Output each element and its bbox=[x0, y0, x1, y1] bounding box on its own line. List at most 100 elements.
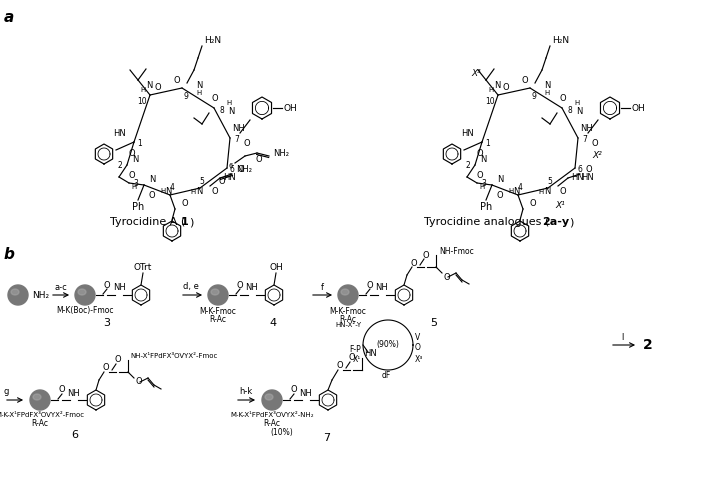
Text: 1: 1 bbox=[138, 140, 142, 149]
Ellipse shape bbox=[341, 289, 349, 295]
Text: g: g bbox=[4, 388, 9, 396]
Ellipse shape bbox=[262, 390, 282, 410]
Text: NH₂: NH₂ bbox=[236, 165, 252, 174]
Text: H: H bbox=[488, 87, 493, 93]
Text: O: O bbox=[349, 354, 355, 362]
Text: 8: 8 bbox=[220, 106, 224, 115]
Text: ): ) bbox=[569, 217, 573, 227]
Ellipse shape bbox=[78, 289, 86, 295]
Text: NH: NH bbox=[67, 389, 80, 398]
Text: NH: NH bbox=[246, 283, 258, 293]
Text: O: O bbox=[154, 83, 162, 91]
Text: O: O bbox=[212, 94, 218, 102]
Text: X³: X³ bbox=[415, 355, 424, 363]
Text: OTrt: OTrt bbox=[134, 262, 152, 272]
Ellipse shape bbox=[33, 394, 41, 400]
Text: NH: NH bbox=[113, 283, 126, 293]
Text: O: O bbox=[237, 165, 243, 174]
Text: O: O bbox=[115, 356, 121, 365]
Text: R-Ac: R-Ac bbox=[264, 420, 281, 428]
Text: X¹: X¹ bbox=[555, 202, 565, 210]
Text: O: O bbox=[256, 155, 262, 164]
Text: H: H bbox=[140, 87, 145, 93]
Text: O: O bbox=[103, 363, 109, 372]
Text: M-K(Boc)-Fmoc: M-K(Boc)-Fmoc bbox=[56, 306, 113, 315]
Text: 6: 6 bbox=[577, 165, 582, 174]
Text: H: H bbox=[538, 189, 544, 195]
Text: (90%): (90%) bbox=[376, 340, 399, 349]
Text: ): ) bbox=[189, 217, 193, 227]
Text: NH: NH bbox=[376, 283, 388, 293]
Text: NH: NH bbox=[580, 123, 593, 132]
Text: Ph: Ph bbox=[480, 202, 492, 212]
Text: HN: HN bbox=[571, 174, 584, 183]
Text: O: O bbox=[244, 139, 251, 148]
Text: NH-X¹FPdFX³OVYX²-Fmoc: NH-X¹FPdFX³OVYX²-Fmoc bbox=[130, 353, 218, 359]
Ellipse shape bbox=[30, 390, 50, 410]
Text: O: O bbox=[530, 198, 536, 207]
Text: N: N bbox=[228, 107, 234, 116]
Text: H: H bbox=[226, 100, 231, 106]
Text: O: O bbox=[59, 385, 65, 394]
Text: NH-Fmoc: NH-Fmoc bbox=[439, 247, 474, 256]
Text: N: N bbox=[544, 187, 551, 196]
Text: O: O bbox=[585, 165, 592, 174]
Text: N: N bbox=[165, 186, 172, 196]
Text: HN-X²-Y: HN-X²-Y bbox=[335, 322, 361, 328]
Ellipse shape bbox=[265, 394, 273, 400]
Text: N: N bbox=[480, 155, 486, 164]
Text: F-P: F-P bbox=[349, 346, 361, 355]
Text: 7: 7 bbox=[582, 135, 587, 144]
Text: H: H bbox=[160, 188, 165, 194]
Text: O: O bbox=[522, 76, 528, 85]
Text: b: b bbox=[4, 247, 15, 262]
Text: O: O bbox=[174, 76, 181, 85]
Text: O: O bbox=[503, 83, 509, 91]
Text: Tyrocidine A (: Tyrocidine A ( bbox=[111, 217, 186, 227]
Text: 8: 8 bbox=[568, 106, 572, 115]
Ellipse shape bbox=[208, 285, 228, 305]
Text: O: O bbox=[149, 191, 155, 199]
Text: 4: 4 bbox=[269, 318, 276, 328]
Text: 3: 3 bbox=[103, 318, 111, 328]
Text: 1: 1 bbox=[181, 217, 189, 227]
Text: N: N bbox=[146, 80, 152, 89]
Text: Ph: Ph bbox=[132, 202, 144, 212]
Text: 9: 9 bbox=[531, 91, 536, 100]
Text: N: N bbox=[544, 80, 551, 89]
Ellipse shape bbox=[8, 285, 28, 305]
Text: O: O bbox=[444, 272, 451, 282]
Text: V: V bbox=[415, 333, 420, 341]
Ellipse shape bbox=[75, 285, 95, 305]
Text: N: N bbox=[497, 175, 503, 185]
Text: 5: 5 bbox=[548, 177, 552, 186]
Text: M-K-X¹FPdFX³OVYX²-NH₂: M-K-X¹FPdFX³OVYX²-NH₂ bbox=[230, 412, 314, 418]
Text: N: N bbox=[149, 175, 155, 185]
Text: H: H bbox=[574, 100, 579, 106]
Text: O: O bbox=[103, 281, 111, 290]
Text: X³: X³ bbox=[471, 68, 481, 77]
Text: 6: 6 bbox=[230, 165, 235, 174]
Text: M-K-X¹FPdFX³OVYX²-Fmoc: M-K-X¹FPdFX³OVYX²-Fmoc bbox=[0, 412, 85, 418]
Text: H₂N: H₂N bbox=[204, 35, 221, 44]
Text: 2: 2 bbox=[466, 161, 470, 170]
Text: O: O bbox=[337, 361, 343, 370]
Text: H: H bbox=[480, 184, 485, 190]
Text: N: N bbox=[576, 107, 582, 116]
Text: R-Ac: R-Ac bbox=[340, 315, 357, 325]
Text: 7: 7 bbox=[235, 135, 239, 144]
Text: N: N bbox=[196, 187, 202, 196]
Text: NH₂: NH₂ bbox=[32, 291, 49, 300]
Text: OH: OH bbox=[269, 262, 283, 272]
Text: O: O bbox=[129, 150, 135, 159]
Text: N: N bbox=[132, 155, 138, 164]
Text: N: N bbox=[196, 80, 202, 89]
Text: 5: 5 bbox=[431, 318, 437, 328]
Text: N: N bbox=[513, 186, 519, 196]
Text: O: O bbox=[423, 250, 429, 260]
Text: HN: HN bbox=[113, 130, 126, 139]
Text: H: H bbox=[508, 188, 513, 194]
Text: 7: 7 bbox=[323, 433, 330, 443]
Text: 6: 6 bbox=[229, 163, 233, 169]
Text: O: O bbox=[592, 139, 599, 148]
